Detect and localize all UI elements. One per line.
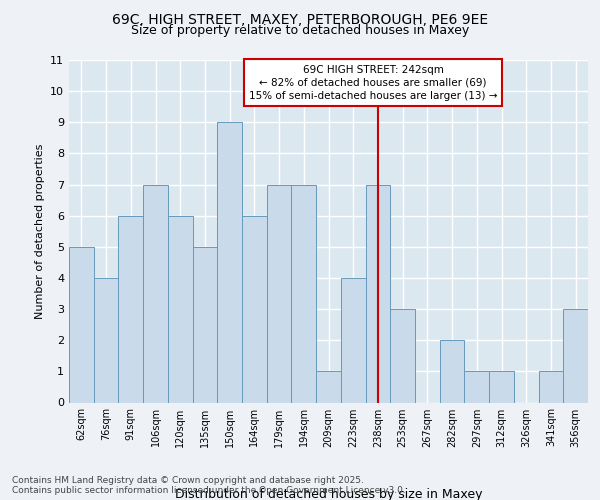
Bar bbox=[267, 184, 292, 402]
Bar bbox=[242, 216, 267, 402]
Bar bbox=[489, 372, 514, 402]
Bar bbox=[69, 247, 94, 402]
Bar bbox=[365, 184, 390, 402]
Bar bbox=[193, 247, 217, 402]
Text: 69C HIGH STREET: 242sqm
← 82% of detached houses are smaller (69)
15% of semi-de: 69C HIGH STREET: 242sqm ← 82% of detache… bbox=[249, 64, 497, 101]
Bar bbox=[292, 184, 316, 402]
Bar bbox=[143, 184, 168, 402]
Bar bbox=[464, 372, 489, 402]
Text: Contains HM Land Registry data © Crown copyright and database right 2025.
Contai: Contains HM Land Registry data © Crown c… bbox=[12, 476, 406, 495]
Y-axis label: Number of detached properties: Number of detached properties bbox=[35, 144, 44, 319]
X-axis label: Distribution of detached houses by size in Maxey: Distribution of detached houses by size … bbox=[175, 488, 482, 500]
Bar bbox=[316, 372, 341, 402]
Text: Size of property relative to detached houses in Maxey: Size of property relative to detached ho… bbox=[131, 24, 469, 37]
Bar bbox=[539, 372, 563, 402]
Bar bbox=[118, 216, 143, 402]
Bar bbox=[390, 309, 415, 402]
Bar bbox=[168, 216, 193, 402]
Bar bbox=[440, 340, 464, 402]
Bar bbox=[217, 122, 242, 402]
Bar bbox=[563, 309, 588, 402]
Text: 69C, HIGH STREET, MAXEY, PETERBOROUGH, PE6 9EE: 69C, HIGH STREET, MAXEY, PETERBOROUGH, P… bbox=[112, 12, 488, 26]
Bar bbox=[341, 278, 365, 402]
Bar bbox=[94, 278, 118, 402]
